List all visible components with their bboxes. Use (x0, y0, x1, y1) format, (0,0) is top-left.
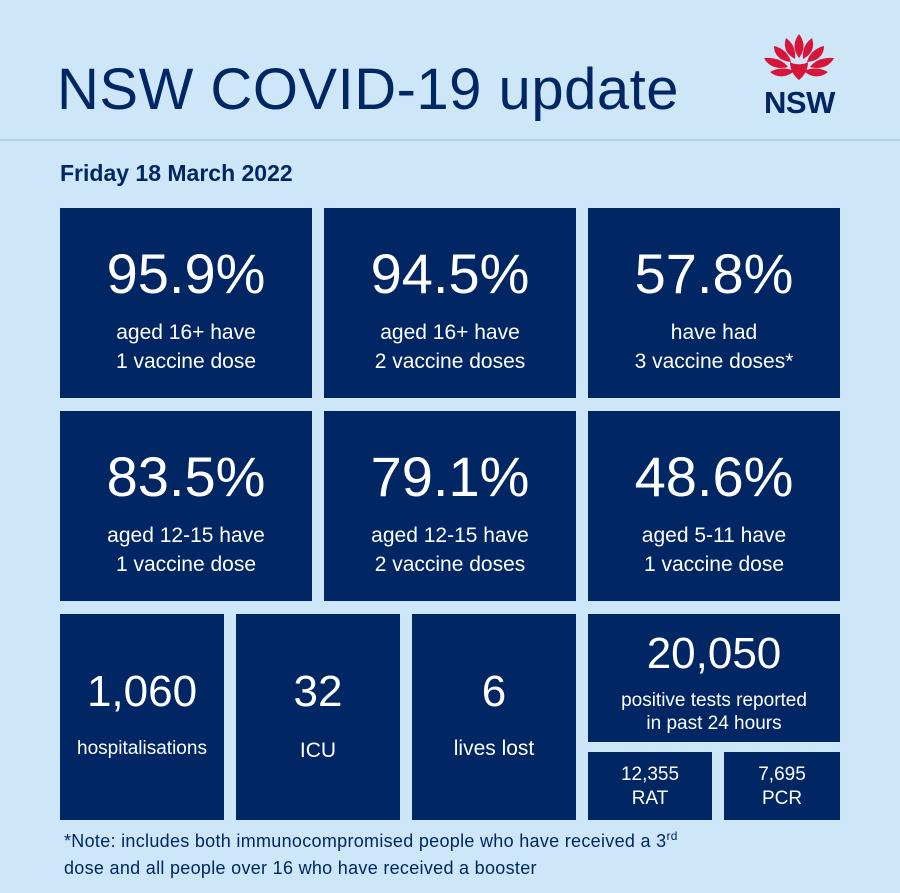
pcr-label: PCR (761, 788, 803, 809)
positive-tests-value: 20,050 (646, 629, 782, 678)
footnote: *Note: includes both immunocompromised p… (64, 828, 884, 882)
icu-label: ICU (299, 739, 337, 762)
nsw-logo: NSW (754, 32, 846, 120)
vaccine-tile-dose3: 57.8% have had 3 vaccine doses* (588, 208, 840, 398)
tile-desc-line2: 1 vaccine dose (115, 350, 257, 373)
tile-desc-line2: 3 vaccine doses* (634, 350, 794, 373)
vaccine-tile-12-15-dose1: 83.5% aged 12-15 have 1 vaccine dose (60, 411, 312, 601)
tile-desc-line2: 1 vaccine dose (115, 553, 257, 576)
hospitalisations-label: hospitalisations (77, 738, 207, 759)
page-title: NSW COVID-19 update (57, 57, 679, 122)
tile-value: 95.9% (106, 242, 266, 305)
tile-desc-line1: aged 5-11 have (641, 524, 787, 547)
tile-value: 94.5% (370, 242, 530, 305)
lives-lost-value: 6 (481, 667, 507, 716)
tile-desc-line1: aged 16+ have (380, 321, 520, 344)
hospitalisations-value: 1,060 (86, 667, 198, 716)
header: NSW COVID-19 update NSW (0, 0, 900, 141)
vaccine-tile-16-dose1: 95.9% aged 16+ have 1 vaccine dose (60, 208, 312, 398)
lives-lost-label: lives lost (453, 737, 535, 760)
rat-tile: 12,355 RAT (588, 752, 712, 820)
icu-value: 32 (293, 667, 343, 716)
vaccine-tile-16-dose2: 94.5% aged 16+ have 2 vaccine doses (324, 208, 576, 398)
tile-desc-line1: aged 12-15 have (107, 524, 265, 547)
hospitalisations-tile: 1,060 hospitalisations (60, 614, 224, 820)
tile-value: 57.8% (634, 242, 794, 305)
rat-value: 12,355 (620, 764, 680, 785)
pcr-tile: 7,695 PCR (724, 752, 840, 820)
rat-label: RAT (631, 788, 669, 809)
nsw-logo-text: NSW (764, 85, 835, 120)
report-date: Friday 18 March 2022 (60, 160, 293, 186)
footnote-line1-text: *Note: includes both immunocompromised p… (64, 831, 667, 851)
pcr-value: 7,695 (758, 764, 806, 785)
tile-value: 48.6% (634, 445, 794, 508)
footnote-line1: *Note: includes both immunocompromised p… (64, 828, 884, 855)
tile-desc-line2: 1 vaccine dose (643, 553, 785, 576)
waratah-flower-icon (764, 34, 834, 80)
icu-tile: 32 ICU (236, 614, 400, 820)
positive-tests-line2: in past 24 hours (646, 713, 782, 734)
tile-desc-line1: have had (670, 321, 758, 344)
vaccine-tile-5-11-dose1: 48.6% aged 5-11 have 1 vaccine dose (588, 411, 840, 601)
positive-tests-line1: positive tests reported (621, 690, 807, 711)
tile-desc-line2: 2 vaccine doses (374, 553, 526, 576)
tile-desc-line2: 2 vaccine doses (374, 350, 526, 373)
footnote-line2: dose and all people over 16 who have rec… (64, 858, 537, 878)
tile-value: 79.1% (370, 445, 530, 508)
tile-desc-line1: aged 12-15 have (371, 524, 529, 547)
lives-lost-tile: 6 lives lost (412, 614, 576, 820)
tile-value: 83.5% (106, 445, 266, 508)
tile-desc-line1: aged 16+ have (116, 321, 256, 344)
footnote-superscript: rd (666, 829, 678, 843)
vaccine-tile-12-15-dose2: 79.1% aged 12-15 have 2 vaccine doses (324, 411, 576, 601)
positive-tests-tile: 20,050 positive tests reported in past 2… (588, 614, 840, 742)
